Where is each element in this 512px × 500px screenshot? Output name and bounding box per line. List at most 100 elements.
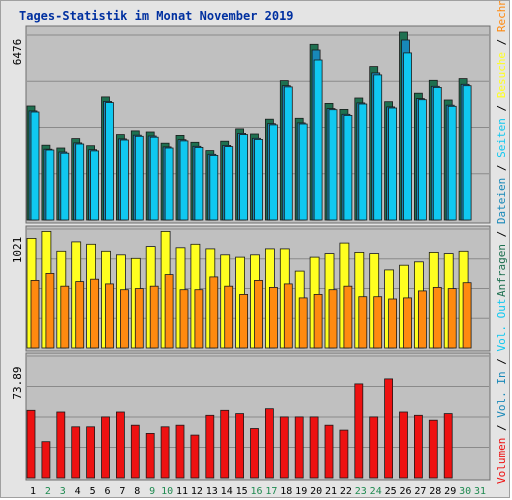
bar-rechner bbox=[447, 288, 457, 349]
bar-volumen bbox=[354, 383, 364, 479]
bar-rechner bbox=[149, 285, 159, 349]
bar-seiten bbox=[283, 86, 293, 221]
bar-seiten bbox=[164, 147, 174, 221]
legend-top: Anfragen / Dateien / Seiten / Besuche / … bbox=[495, 1, 508, 297]
x-tick-label: 17 bbox=[265, 486, 277, 497]
x-tick-label: 21 bbox=[325, 486, 337, 497]
x-tick-label: 6 bbox=[104, 486, 110, 497]
bar-seiten bbox=[268, 124, 278, 221]
x-tick-label: 30 bbox=[459, 486, 471, 497]
bar-rechner bbox=[30, 279, 40, 349]
x-tick-label: 15 bbox=[236, 486, 248, 497]
bar-rechner bbox=[328, 289, 338, 349]
x-axis-labels: 1 2 3 4 5 6 7 8 9 10 11 12 13 14 15 16 17 18 19 20 21 22 23 24 2… bbox=[30, 486, 486, 497]
bar-rechner bbox=[388, 298, 398, 349]
y-max-label-top: 6476 bbox=[11, 39, 24, 66]
bar-rechner bbox=[134, 288, 144, 349]
bar-seiten bbox=[30, 111, 40, 221]
bar-rechner bbox=[403, 297, 412, 349]
x-tick-label: 28 bbox=[429, 486, 441, 497]
bar-seiten bbox=[179, 140, 189, 221]
bar-volumen bbox=[309, 416, 319, 479]
legend-bottom-item: / bbox=[495, 424, 508, 437]
x-tick-label: 8 bbox=[134, 486, 140, 497]
legend-top-item: / bbox=[495, 105, 508, 118]
x-tick-label: 13 bbox=[206, 486, 218, 497]
legend-top-item: / bbox=[495, 165, 508, 178]
bar-volumen bbox=[71, 426, 81, 479]
legend-top-item: Anfragen bbox=[495, 244, 508, 297]
bar-seiten bbox=[462, 85, 472, 221]
bar-volumen bbox=[294, 416, 304, 479]
bar-seiten bbox=[313, 59, 323, 221]
legend-bottom-item: / bbox=[495, 358, 508, 371]
bar-volumen bbox=[26, 409, 36, 479]
bar-rechner bbox=[313, 293, 323, 349]
bar-volumen bbox=[86, 426, 95, 479]
x-tick-label: 1 bbox=[30, 486, 36, 497]
legend-bottom-item: Vol. Out bbox=[495, 299, 508, 359]
bar-seiten bbox=[373, 74, 383, 221]
x-tick-label: 29 bbox=[444, 486, 456, 497]
bar-rechner bbox=[90, 278, 99, 349]
bar-rechner bbox=[75, 281, 85, 349]
bar-seiten bbox=[298, 123, 308, 221]
bar-seiten bbox=[417, 99, 427, 221]
bar-seiten bbox=[358, 103, 368, 221]
legend-bottom: Volumen / Vol. In / Vol. Out bbox=[495, 299, 508, 484]
bar-rechner bbox=[194, 289, 204, 349]
bar-volumen bbox=[220, 409, 230, 479]
bar-rechner bbox=[462, 282, 472, 349]
x-tick-label: 10 bbox=[161, 486, 173, 497]
bar-seiten bbox=[60, 152, 70, 221]
bar-volumen bbox=[339, 429, 349, 479]
x-tick-label: 3 bbox=[60, 486, 66, 497]
bar-volumen bbox=[399, 411, 408, 479]
legend-top-item: / bbox=[495, 39, 508, 52]
x-tick-label: 23 bbox=[355, 486, 367, 497]
x-tick-label: 11 bbox=[176, 486, 188, 497]
x-tick-label: 22 bbox=[340, 486, 352, 497]
bar-volumen bbox=[443, 413, 453, 479]
chart-title: Tages-Statistik im Monat November 2019 bbox=[19, 9, 294, 23]
bar-seiten bbox=[239, 134, 249, 221]
x-tick-label: 19 bbox=[295, 486, 307, 497]
bar-rechner bbox=[373, 296, 383, 349]
bar-volumen bbox=[413, 414, 423, 479]
bar-seiten bbox=[432, 87, 442, 221]
bar-volumen bbox=[116, 411, 125, 479]
bar-rechner bbox=[343, 285, 353, 349]
x-tick-label: 26 bbox=[399, 486, 411, 497]
bar-volumen bbox=[205, 414, 215, 479]
bar-rechner bbox=[358, 296, 368, 349]
bar-seiten bbox=[224, 146, 234, 221]
bar-rechner bbox=[432, 286, 442, 349]
bar-seiten bbox=[149, 136, 159, 221]
bar-volumen bbox=[130, 424, 140, 479]
bar-rechner bbox=[254, 279, 263, 349]
x-tick-label: 2 bbox=[45, 486, 51, 497]
bar-volumen bbox=[428, 419, 438, 479]
bar-volumen bbox=[369, 416, 379, 479]
bar-rechner bbox=[209, 276, 219, 349]
y-max-label-middle: 1021 bbox=[11, 237, 24, 264]
legend-top-item: / bbox=[495, 231, 508, 244]
bar-seiten bbox=[134, 135, 144, 221]
bar-volumen bbox=[145, 432, 155, 479]
bar-rechner bbox=[164, 274, 174, 349]
bars bbox=[26, 31, 472, 479]
bar-volumen bbox=[175, 424, 185, 479]
bar-volumen bbox=[250, 428, 259, 479]
bar-volumen bbox=[101, 416, 110, 479]
legend-bottom-item: Volumen bbox=[495, 438, 508, 484]
x-tick-label: 24 bbox=[370, 486, 382, 497]
x-tick-label: 12 bbox=[191, 486, 203, 497]
bar-seiten bbox=[209, 154, 219, 221]
bar-rechner bbox=[239, 293, 249, 349]
bar-volumen bbox=[279, 416, 289, 479]
bar-rechner bbox=[60, 285, 70, 349]
bar-volumen bbox=[160, 426, 170, 479]
x-tick-label: 27 bbox=[414, 486, 426, 497]
